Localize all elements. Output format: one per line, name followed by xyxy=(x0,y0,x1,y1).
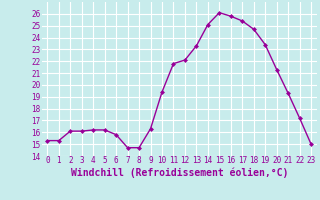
X-axis label: Windchill (Refroidissement éolien,°C): Windchill (Refroidissement éolien,°C) xyxy=(70,168,288,178)
